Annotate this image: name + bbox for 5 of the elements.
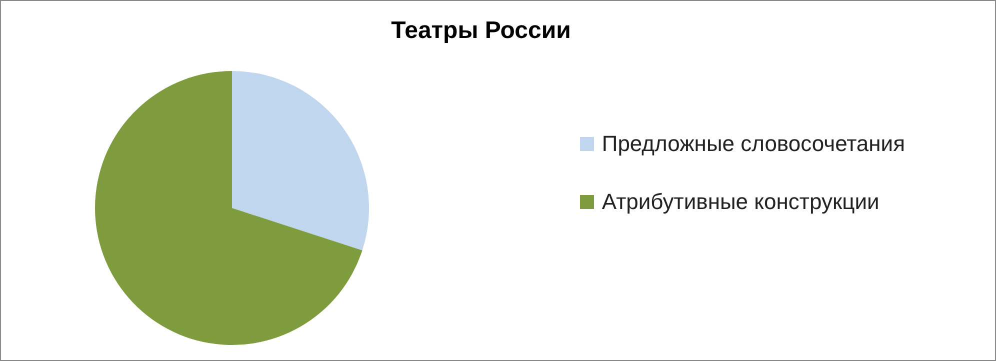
legend-label: Атрибутивные конструкции <box>602 189 880 215</box>
legend-label: Предложные словосочетания <box>602 131 905 157</box>
pie-slice <box>95 71 362 345</box>
chart-title: Театры России <box>390 17 572 45</box>
pie-slice <box>232 71 369 250</box>
